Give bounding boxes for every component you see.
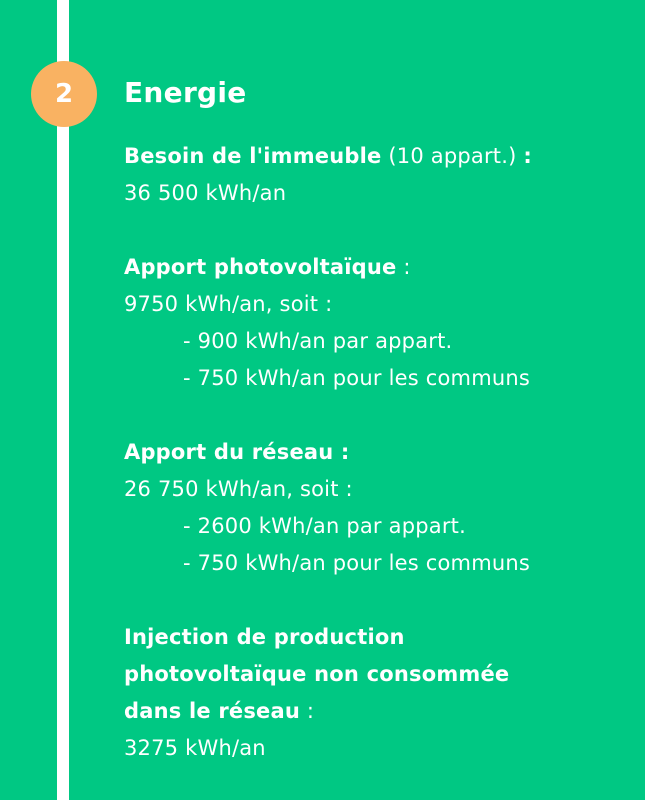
energy-details: Besoin de l'immeuble (10 appart.) : 36 5… <box>124 138 645 767</box>
need-heading: Besoin de l'immeuble (10 appart.) : <box>124 138 645 175</box>
injection-suffix: : <box>299 699 315 723</box>
injection-label: photovoltaïque non consommée <box>124 662 510 686</box>
section-title: Energie <box>124 76 247 109</box>
step-number-badge: 2 <box>31 61 97 127</box>
grid-item: - 2600 kWh/an par appart. <box>183 514 466 538</box>
pv-heading: Apport photovoltaïque : <box>124 249 645 286</box>
grid-value: 26 750 kWh/an, soit : <box>124 477 353 501</box>
injection-heading-line: dans le réseau : <box>124 693 645 730</box>
pv-suffix: : <box>396 255 411 279</box>
grid-heading: Apport du réseau : <box>124 434 645 471</box>
pv-item: - 750 kWh/an pour les communs <box>183 366 531 390</box>
pv-value: 9750 kWh/an, soit : <box>124 292 333 316</box>
injection-value: 3275 kWh/an <box>124 736 266 760</box>
grid-item: - 750 kWh/an pour les communs <box>183 551 531 575</box>
timeline-rail <box>57 0 69 800</box>
injection-heading-line: Injection de production <box>124 619 645 656</box>
pv-label: Apport photovoltaïque <box>124 255 397 279</box>
need-colon: : <box>523 144 532 168</box>
need-value: 36 500 kWh/an <box>124 181 287 205</box>
need-suffix: (10 appart.) <box>381 144 524 168</box>
need-label: Besoin de l'immeuble <box>124 144 382 168</box>
injection-label: dans le réseau <box>124 699 300 723</box>
grid-label: Apport du réseau : <box>124 440 350 464</box>
injection-heading-line: photovoltaïque non consommée <box>124 656 645 693</box>
pv-item: - 900 kWh/an par appart. <box>183 329 453 353</box>
injection-label: Injection de production <box>124 625 405 649</box>
